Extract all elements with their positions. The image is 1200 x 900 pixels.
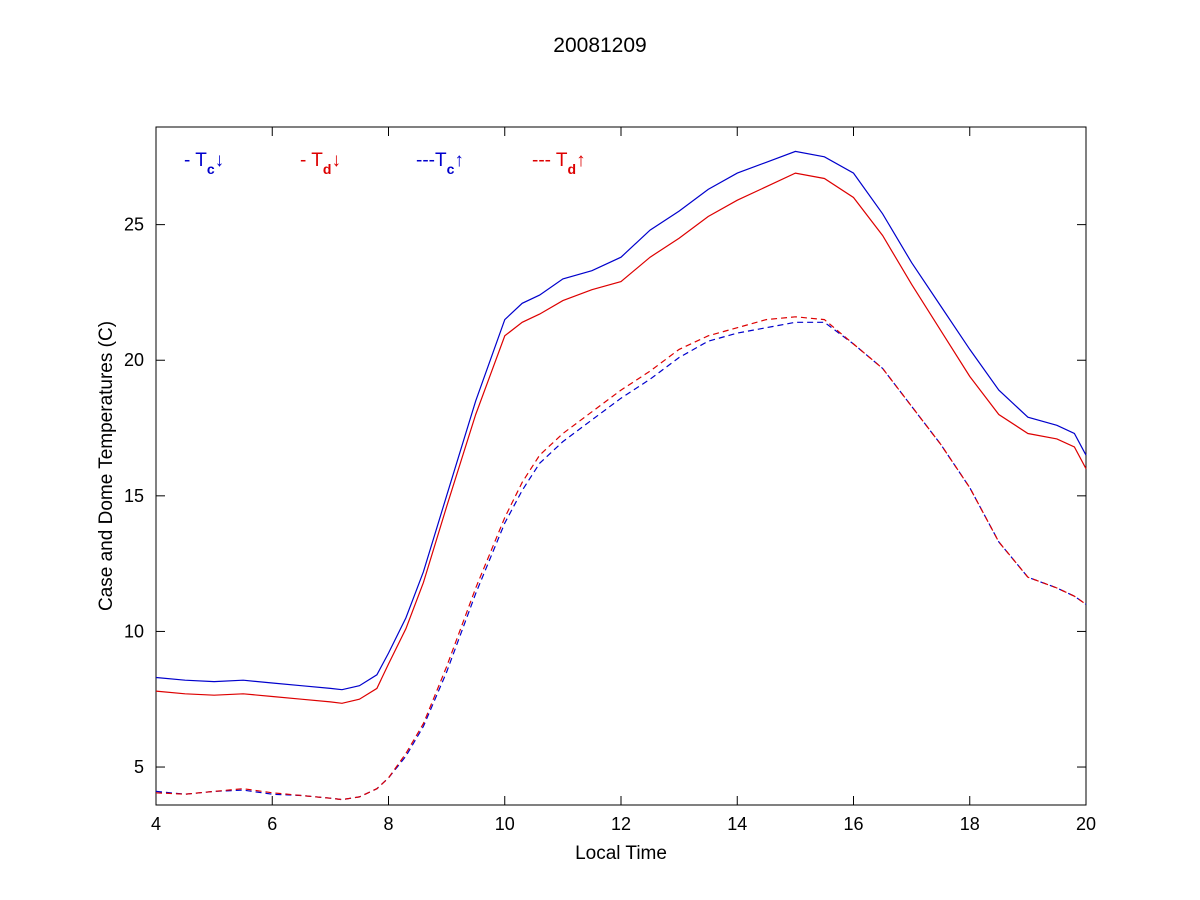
x-tick-label: 14 [727, 814, 747, 834]
x-tick-label: 8 [383, 814, 393, 834]
x-tick-label: 12 [611, 814, 631, 834]
legend-entry-0: - Tc↓ [184, 150, 224, 177]
x-tick-label: 20 [1076, 814, 1096, 834]
y-tick-label: 10 [124, 621, 144, 641]
y-tick-label: 25 [124, 215, 144, 235]
series-line-2 [155, 321, 1087, 801]
y-tick-label: 5 [134, 757, 144, 777]
legend-entry-1: - Td↓ [300, 150, 341, 177]
legend-entry-2: ---Tc↑ [416, 150, 464, 177]
series-layer [155, 150, 1087, 801]
plot-area-frame [155, 126, 1087, 806]
legend-entry-3: --- Td↑ [532, 150, 586, 177]
x-tick-label: 4 [151, 814, 161, 834]
y-tick-label: 20 [124, 350, 144, 370]
x-tick-label: 10 [495, 814, 515, 834]
y-tick-label: 15 [124, 486, 144, 506]
x-axis-title: Local Time [575, 843, 667, 864]
y-axis-title: Case and Dome Temperatures (C) [96, 321, 117, 611]
axis-ticks: 4 6 8 10 12 14 16 18 20 5 10 15 20 25 [124, 127, 1096, 834]
x-tick-label: 6 [267, 814, 277, 834]
x-tick-label: 16 [843, 814, 863, 834]
x-tick-label: 18 [960, 814, 980, 834]
series-line-0 [155, 150, 1087, 691]
chart-title: 20081209 [553, 34, 646, 57]
legend: - Tc↓ - Td↓ ---Tc↑ --- Td↑ [184, 150, 586, 177]
series-line-1 [155, 172, 1087, 704]
